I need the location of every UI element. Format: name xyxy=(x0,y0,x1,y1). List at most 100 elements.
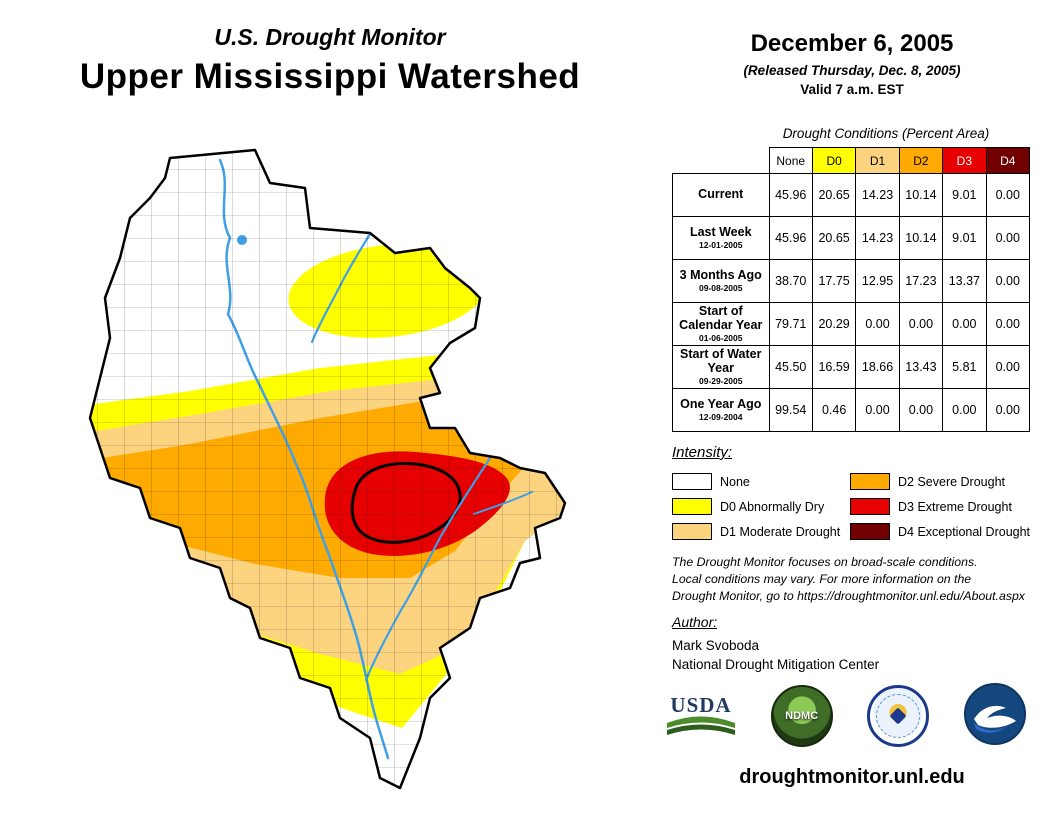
table-cell: 18.66 xyxy=(855,345,900,389)
row-label: Start of Water Year 09-29-2005 xyxy=(672,345,770,389)
agency-logos: USDA NDMC xyxy=(666,682,1026,750)
row-label: Start of Calendar Year 01-06-2005 xyxy=(672,302,770,346)
table-cell: 0.00 xyxy=(898,388,944,432)
table-cell: 0.00 xyxy=(985,173,1031,217)
disclaimer-line: The Drought Monitor focuses on broad-sca… xyxy=(672,555,978,569)
usda-swoosh-icon xyxy=(667,716,735,735)
legend-label: None xyxy=(720,474,750,489)
row-label: 3 Months Ago 09-08-2005 xyxy=(672,259,770,303)
legend-label: D2 Severe Drought xyxy=(898,474,1006,489)
site-url: droughtmonitor.unl.edu xyxy=(739,766,965,788)
legend-swatch-d3 xyxy=(850,498,890,515)
author-block: Author: Mark Svoboda National Drought Mi… xyxy=(672,614,1032,675)
noaa-seagull-icon xyxy=(963,682,1026,745)
legend-swatch-d2 xyxy=(850,473,890,490)
table-row: One Year Ago 12-09-2004 99.54 0.46 0.00 … xyxy=(672,388,1031,432)
ndmc-logo: NDMC xyxy=(770,685,833,747)
table-cell: 38.70 xyxy=(768,259,813,303)
table-cell: 14.23 xyxy=(855,216,900,260)
commerce-logo xyxy=(867,685,930,747)
table-cell: 14.23 xyxy=(855,173,900,217)
valid-time: Valid 7 a.m. EST xyxy=(800,82,904,97)
table-cell: 0.00 xyxy=(942,388,987,432)
table-header-row: None D0 D1 D2 D3 D4 xyxy=(672,147,1031,174)
disclaimer-line: Drought Monitor, go to https://droughtmo… xyxy=(672,588,1025,603)
legend-label: D3 Extreme Drought xyxy=(898,499,1012,514)
table-row: Current 45.96 20.65 14.23 10.14 9.01 0.0… xyxy=(672,173,1031,217)
table-row: Start of Water Year 09-29-2005 45.50 16.… xyxy=(672,345,1031,389)
legend-label: D4 Exceptional Drought xyxy=(898,524,1031,539)
column-header-d2: D2 xyxy=(898,147,944,174)
drought-map xyxy=(70,146,670,806)
legend-swatch-d4 xyxy=(850,523,890,540)
table-cell: 0.46 xyxy=(811,388,857,432)
table-row: Last Week 12-01-2005 45.96 20.65 14.23 1… xyxy=(672,216,1031,260)
table-corner-cell xyxy=(672,147,769,174)
usda-logo-text: USDA xyxy=(670,692,732,717)
table-cell: 0.00 xyxy=(985,216,1031,260)
column-header-none: None xyxy=(768,147,813,174)
column-header-d3: D3 xyxy=(942,147,987,174)
legend-item: None xyxy=(672,473,850,490)
legend-item: D1 Moderate Drought xyxy=(672,523,850,540)
table-cell: 13.37 xyxy=(942,259,987,303)
table-cell: 0.00 xyxy=(942,302,987,346)
table-cell: 5.81 xyxy=(942,345,987,389)
release-date: (Released Thursday, Dec. 8, 2005) xyxy=(743,63,961,78)
row-label: Current xyxy=(672,173,770,217)
table-cell: 13.43 xyxy=(898,345,944,389)
legend-item: D0 Abnormally Dry xyxy=(672,498,850,515)
legend-label: D0 Abnormally Dry xyxy=(720,499,825,514)
legend-swatch-d0 xyxy=(672,498,712,515)
legend-swatch-d1 xyxy=(672,523,712,540)
table-cell: 20.29 xyxy=(811,302,857,346)
legend-grid: None D0 Abnormally Dry D1 Moderate Droug… xyxy=(672,469,1032,544)
watershed-map-svg xyxy=(88,148,567,790)
watershed-outline xyxy=(88,148,567,790)
table-title: Drought Conditions (Percent Area) xyxy=(782,126,990,141)
map-title: Upper Mississippi Watershed xyxy=(79,57,581,96)
table-cell: 0.00 xyxy=(855,388,900,432)
program-title: U.S. Drought Monitor xyxy=(214,24,446,50)
table-cell: 0.00 xyxy=(985,302,1031,346)
table-cell: 45.96 xyxy=(768,216,813,260)
usda-logo: USDA xyxy=(666,692,736,738)
table-row: 3 Months Ago 09-08-2005 38.70 17.75 12.9… xyxy=(672,259,1031,303)
legend-item: D4 Exceptional Drought xyxy=(850,523,1032,540)
table-cell: 45.96 xyxy=(768,173,813,217)
disclaimer-text: The Drought Monitor focuses on broad-sca… xyxy=(672,554,1036,605)
report-date: December 6, 2005 xyxy=(750,30,954,57)
legend-label: D1 Moderate Drought xyxy=(720,524,841,539)
table-cell: 17.23 xyxy=(898,259,944,303)
table-cell: 12.95 xyxy=(855,259,900,303)
column-header-d0: D0 xyxy=(811,147,857,174)
table-cell: 0.00 xyxy=(985,388,1031,432)
table-cell: 0.00 xyxy=(855,302,900,346)
author-name: Mark Svoboda xyxy=(672,638,760,653)
table-cell: 45.50 xyxy=(768,345,813,389)
table-cell: 9.01 xyxy=(942,173,987,217)
table-cell: 0.00 xyxy=(985,259,1031,303)
county-grid xyxy=(90,150,565,788)
legend-title: Intensity: xyxy=(672,444,733,461)
intensity-legend: Intensity: None D0 Abnormally Dry D1 Mod… xyxy=(672,444,1032,544)
author-heading: Author: xyxy=(672,614,718,630)
table-cell: 9.01 xyxy=(942,216,987,260)
table-cell: 99.54 xyxy=(768,388,813,432)
author-org: National Drought Mitigation Center xyxy=(672,656,880,672)
noaa-logo xyxy=(963,682,1026,750)
row-label: One Year Ago 12-09-2004 xyxy=(672,388,770,432)
drought-conditions-table: None D0 D1 D2 D3 D4 Current 45.96 20.65 … xyxy=(672,147,1031,432)
table-cell: 0.00 xyxy=(898,302,944,346)
disclaimer-line: Local conditions may vary. For more info… xyxy=(672,571,972,586)
legend-item: D2 Severe Drought xyxy=(850,473,1032,490)
table-cell: 20.65 xyxy=(811,216,857,260)
table-cell: 0.00 xyxy=(985,345,1031,389)
legend-item: D3 Extreme Drought xyxy=(850,498,1032,515)
table-cell: 10.14 xyxy=(898,173,944,217)
table-cell: 17.75 xyxy=(811,259,857,303)
ndmc-logo-text: NDMC xyxy=(785,710,819,722)
commerce-logo-ring xyxy=(876,694,921,738)
row-label: Last Week 12-01-2005 xyxy=(672,216,770,260)
